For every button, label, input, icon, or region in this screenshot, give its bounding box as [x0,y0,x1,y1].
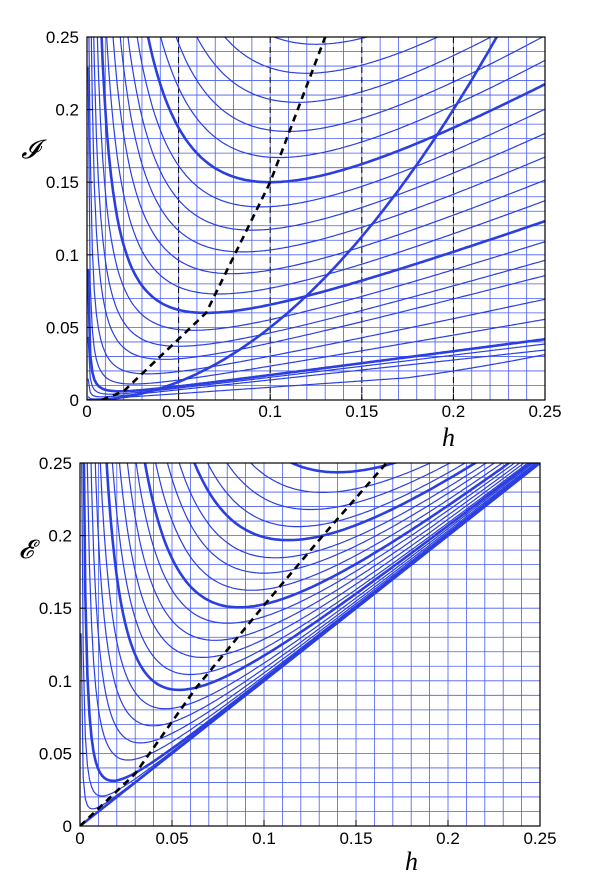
x-tick-label: 0.1 [252,829,276,848]
series-line [143,463,512,609]
plot-area [80,463,540,826]
minimum-locus-dashed-line [101,37,327,400]
series-line [94,463,537,727]
y-tick-label: 0.1 [48,672,72,691]
series-line [226,463,452,511]
series-line [87,353,545,400]
series-line [126,463,521,641]
x-tick-label: 0.1 [258,402,282,421]
series-line [87,349,545,398]
y-tick-label: 0.05 [39,744,72,763]
series-line [86,463,540,761]
series-line [288,463,399,474]
series-line [96,37,545,331]
panel-top: 00 0.05 0.05 0.1 0.1 0.15 0.15 0.2 0.2 0.25 0.25 h 𝓘 [21,28,561,452]
series-line [111,463,529,676]
series-line [250,463,432,493]
series-line [155,463,504,591]
series-line [88,37,545,375]
series-line [178,463,488,559]
minimum-locus-dashed-line [80,463,389,826]
x-tick-label: 0.2 [442,402,466,421]
plot-area [87,37,545,400]
series-line [160,37,545,159]
series-line [90,463,539,744]
y-tick-label: 0.1 [55,246,79,265]
y-tick-label: 0 [70,391,79,410]
series-line [135,463,516,624]
series-line [127,37,545,231]
y-tick-label: 0.05 [46,318,79,337]
x-tick-label: 0.05 [162,402,195,421]
series-line [82,463,540,783]
y-tick-label: 0.25 [39,454,72,473]
series-line [100,37,545,315]
x-tick-label: 0.15 [339,829,372,848]
series-line [87,67,545,385]
series-line [166,463,496,574]
series-line [224,37,440,74]
x-tick-label: 0.25 [523,829,556,848]
envelope-line [80,463,540,826]
x-tick-label: 0 [82,402,91,421]
plot-frame [79,462,541,827]
y-tick-label: 0 [63,817,72,836]
grid [87,37,545,400]
series-line [81,463,540,797]
series-line [99,463,535,710]
x-tick-label: 0.2 [436,829,460,848]
series-line [118,463,525,658]
series-line [136,37,545,208]
series-line [193,463,478,542]
y-tick-label: 0.25 [46,28,79,47]
series-line [112,37,545,275]
x-tick-label: 0.15 [345,402,378,421]
x-axis-label: h [442,423,455,452]
series-line [119,37,545,253]
series-line [87,269,545,393]
series-line [175,37,544,132]
series-line [105,463,533,692]
x-tick-label: 0 [75,829,84,848]
series-line [146,37,545,184]
envelope-line [87,37,499,400]
panel-bottom: 00 0.05 0.05 0.1 0.1 0.15 0.15 0.2 0.2 0.25 0.25 h 𝓔 [19,454,557,876]
y-axis-label: 𝓘 [21,135,47,164]
series-line [90,37,545,360]
plot-frame [86,36,546,401]
y-tick-label: 0.15 [39,599,72,618]
series-line [106,37,545,295]
y-tick-label: 0.15 [46,173,79,192]
x-axis-label: h [405,847,418,876]
y-tick-label: 0.2 [48,527,72,546]
y-axis-label: 𝓔 [19,535,41,564]
series-line [196,37,493,103]
series-line [93,37,545,347]
y-tick-label: 0.2 [55,101,79,120]
x-tick-label: 0.25 [528,402,561,421]
x-tick-label: 0.05 [155,829,188,848]
series-line [272,37,370,45]
series-line [87,336,545,395]
